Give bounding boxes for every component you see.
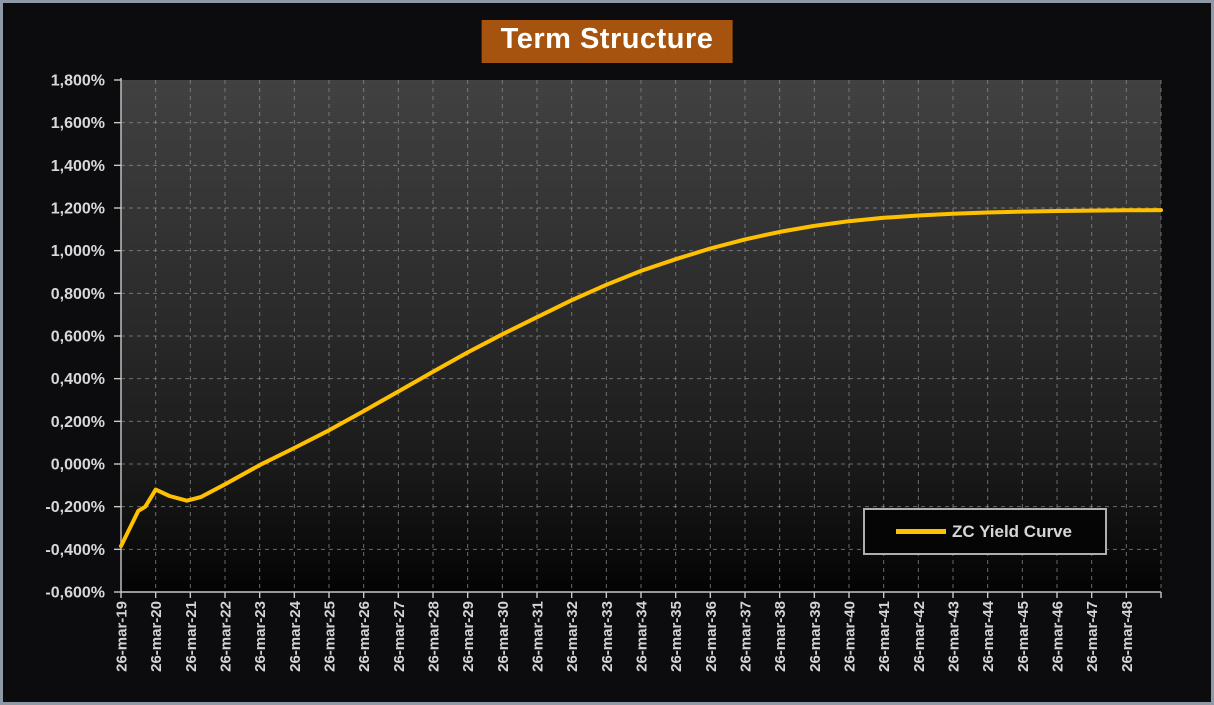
y-axis-label: 1,600% (51, 115, 105, 132)
x-axis-label: 26-mar-40 (842, 601, 859, 672)
x-axis-label: 26-mar-19 (114, 601, 131, 672)
y-axis-label: 0,000% (51, 457, 105, 474)
x-axis-label: 26-mar-22 (218, 601, 235, 672)
x-axis-label: 26-mar-24 (287, 600, 304, 672)
x-axis-label: 26-mar-29 (460, 601, 477, 672)
y-axis-label: 1,800% (51, 73, 105, 90)
y-axis-label: -0,200% (45, 499, 105, 516)
axis-labels: 1,800% 1,600% 1,400% 1,200% 1,000% 0,800% 0,60… (45, 73, 1135, 672)
x-axis-label: 26-mar-35 (668, 601, 685, 672)
x-axis-label: 26-mar-31 (530, 601, 547, 672)
x-axis-label: 26-mar-48 (1119, 601, 1136, 672)
x-axis-label: 26-mar-41 (876, 601, 893, 672)
y-axis-label: 0,600% (51, 329, 105, 346)
y-axis-label: 0,400% (51, 371, 105, 388)
x-axis-label: 26-mar-39 (807, 601, 824, 672)
x-axis-label: 26-mar-46 (1050, 601, 1067, 672)
x-axis-label: 26-mar-32 (564, 601, 581, 672)
y-axis-label: 0,800% (51, 286, 105, 303)
term-structure-chart: 1,800% 1,600% 1,400% 1,200% 1,000% 0,800% 0,60… (45, 73, 1163, 672)
x-axis-label: 26-mar-47 (1084, 601, 1101, 672)
x-axis-label: 26-mar-23 (252, 601, 269, 672)
x-axis-label: 26-mar-30 (495, 601, 512, 672)
x-axis-label: 26-mar-45 (1015, 601, 1032, 672)
x-axis-label: 26-mar-36 (703, 601, 720, 672)
y-axis-label: 1,000% (51, 243, 105, 260)
x-axis-label: 26-mar-37 (738, 601, 755, 672)
chart-title: Term Structure (481, 20, 733, 63)
x-axis-label: 26-mar-44 (980, 600, 997, 672)
y-axis-label: -0,600% (45, 585, 105, 602)
x-axis-label: 26-mar-38 (772, 601, 789, 672)
axes (114, 78, 1162, 598)
y-axis-label: 0,200% (51, 414, 105, 431)
x-axis-label: 26-mar-34 (634, 600, 651, 672)
legend-series-label: ZC Yield Curve (952, 521, 1072, 541)
x-axis-label: 26-mar-33 (599, 601, 616, 672)
x-axis-label: 26-mar-42 (911, 601, 928, 672)
x-axis-label: 26-mar-20 (148, 601, 165, 672)
x-axis-label: 26-mar-21 (183, 601, 200, 672)
x-axis-label: 26-mar-25 (322, 601, 339, 672)
legend: ZC Yield Curve (863, 508, 1107, 555)
series (119, 208, 1163, 549)
legend-line-sample (896, 529, 946, 534)
y-axis-label: 1,200% (51, 201, 105, 218)
x-axis-label: 26-mar-26 (356, 601, 373, 672)
x-axis-label: 26-mar-43 (946, 601, 963, 672)
y-axis-label: -0,400% (45, 542, 105, 559)
x-axis-label: 26-mar-28 (426, 601, 443, 672)
x-axis-label: 26-mar-27 (391, 601, 408, 672)
y-axis-label: 1,400% (51, 158, 105, 175)
zc-yield-curve-line (119, 208, 1163, 549)
